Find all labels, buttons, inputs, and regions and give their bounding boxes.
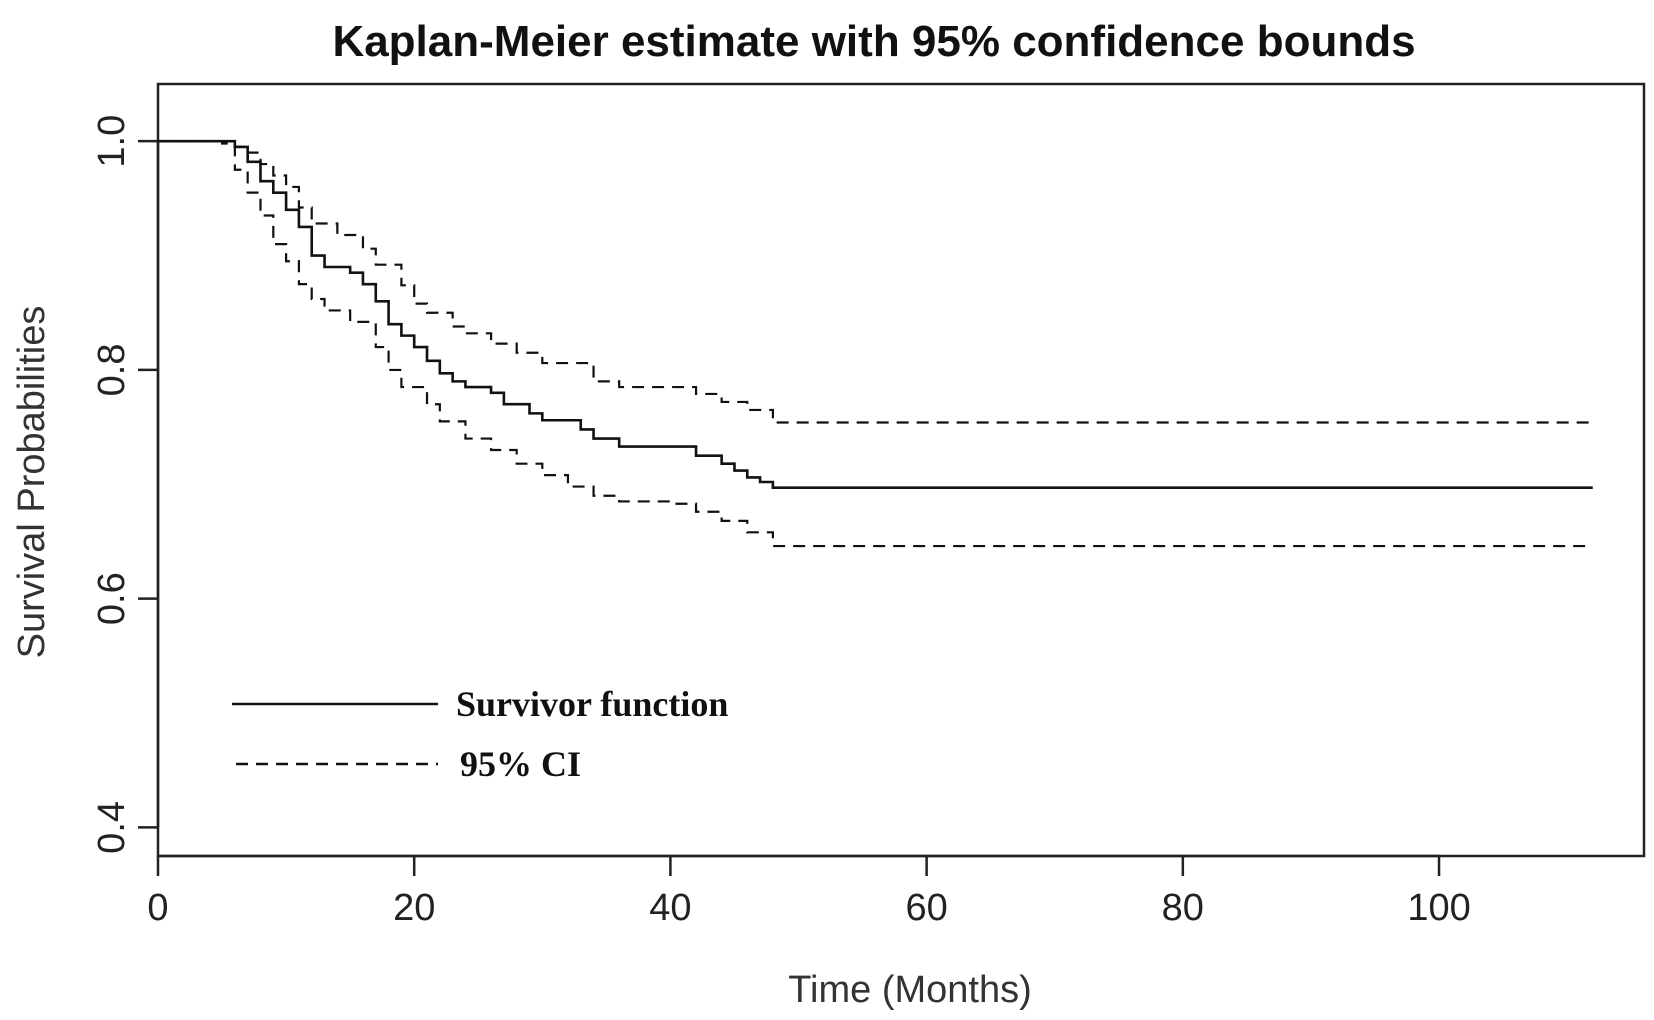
x-tick-label: 40 bbox=[649, 887, 691, 929]
ci-line-1 bbox=[158, 140, 1593, 424]
x-axis: 0 20 40 60 80 100 bbox=[147, 854, 1471, 929]
legend-label-survivor: Survivor function bbox=[456, 684, 728, 724]
y-axis-label: Survival Probabilities bbox=[11, 306, 53, 659]
y-tick-label: 0.4 bbox=[91, 801, 133, 854]
ci-line-2 bbox=[158, 140, 1593, 548]
x-tick-label: 80 bbox=[1162, 887, 1204, 929]
series-layer bbox=[158, 139, 1593, 548]
y-tick-label: 0.6 bbox=[91, 572, 133, 625]
legend: Survivor function 95% CI bbox=[232, 684, 728, 784]
y-tick-label: 0.8 bbox=[91, 344, 133, 397]
survivor-line bbox=[158, 139, 1593, 490]
x-tick-label: 60 bbox=[905, 887, 947, 929]
x-tick-label: 0 bbox=[147, 887, 168, 929]
y-tick-label: 1.0 bbox=[91, 115, 133, 168]
plot-frame bbox=[156, 82, 1646, 858]
y-axis: 0.4 0.6 0.8 1.0 bbox=[91, 115, 160, 854]
chart-title: Kaplan-Meier estimate with 95% confidenc… bbox=[332, 17, 1415, 66]
legend-label-ci: 95% CI bbox=[460, 744, 581, 784]
x-axis-label: Time (Months) bbox=[788, 969, 1032, 1011]
x-tick-label: 100 bbox=[1407, 887, 1470, 929]
x-tick-label: 20 bbox=[393, 887, 435, 929]
